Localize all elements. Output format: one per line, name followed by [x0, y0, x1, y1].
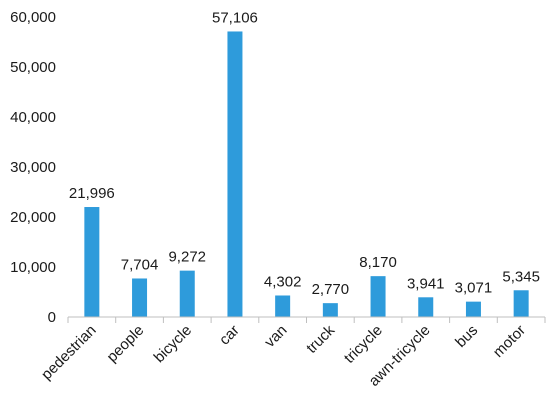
bar-tricycle [370, 276, 386, 317]
category-label-people: people [104, 322, 148, 366]
bar-car [227, 31, 243, 317]
y-tick-label: 0 [48, 309, 56, 326]
data-label-car: 57,106 [212, 9, 258, 26]
data-label-awn-tricycle: 3,941 [407, 275, 445, 292]
y-axis-tick-labels: 0 10,000 20,000 30,000 40,000 50,000 60,000 [10, 9, 56, 326]
bar-motor [513, 290, 529, 317]
data-label-bicycle: 9,272 [168, 249, 206, 266]
data-label-people: 7,704 [121, 256, 159, 273]
data-label-pedestrian: 21,996 [69, 185, 115, 202]
bars [84, 31, 529, 317]
x-axis [67, 316, 546, 323]
y-tick-label: 40,000 [10, 109, 56, 126]
bar-truck [322, 303, 338, 317]
data-label-truck: 2,770 [312, 281, 350, 298]
data-labels: 21,996 7,704 9,272 57,106 4,302 2,770 8,170 3,9… [69, 9, 540, 298]
y-tick-label: 10,000 [10, 259, 56, 276]
data-label-motor: 5,345 [502, 268, 540, 285]
category-label-motor: motor [490, 322, 529, 361]
data-label-bus: 3,071 [455, 280, 493, 297]
bar-people [132, 278, 148, 317]
y-tick-label: 20,000 [10, 209, 56, 226]
category-labels: pedestrian people bicycle car van truck tricyc… [38, 321, 529, 389]
data-label-tricycle: 8,170 [359, 254, 397, 271]
data-label-van: 4,302 [264, 273, 302, 290]
category-label-pedestrian: pedestrian [38, 322, 100, 384]
category-label-bus: bus [452, 322, 481, 351]
bar-bus [465, 301, 481, 317]
category-label-tricycle: tricycle [341, 322, 386, 367]
category-label-bicycle: bicycle [151, 322, 195, 366]
category-label-car: car [216, 322, 243, 349]
bar-bicycle [179, 270, 195, 317]
category-label-truck: truck [303, 321, 338, 356]
bar-pedestrian [84, 207, 100, 317]
y-tick-label: 30,000 [10, 159, 56, 176]
bar-awn-tricycle [418, 297, 434, 317]
y-tick-label: 50,000 [10, 59, 56, 76]
y-tick-label: 60,000 [10, 9, 56, 26]
category-label-van: van [261, 322, 290, 351]
bar-van [275, 295, 291, 317]
